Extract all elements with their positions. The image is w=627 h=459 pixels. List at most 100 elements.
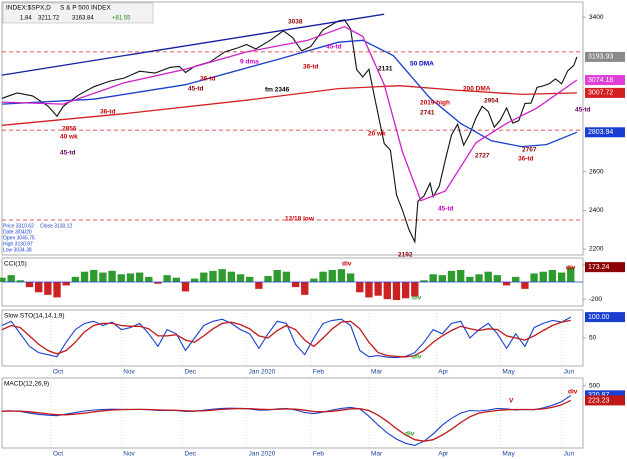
bar xyxy=(255,282,263,289)
series-line xyxy=(1,39,578,148)
annotation: 45-td xyxy=(438,206,454,213)
bar xyxy=(484,271,492,282)
annotation: 2192 xyxy=(398,252,413,259)
bar xyxy=(383,282,391,300)
bar xyxy=(35,282,43,293)
readout: 3211.72 xyxy=(38,16,60,22)
annotation: 36-td xyxy=(303,64,319,71)
annotation: div xyxy=(405,431,415,438)
bar xyxy=(328,270,336,282)
annotation: div xyxy=(342,261,352,268)
annotation: 50 DMA xyxy=(410,61,434,68)
bar xyxy=(200,272,208,282)
last-value-box xyxy=(585,262,625,273)
annotation: 200 DMA xyxy=(463,86,491,93)
x-tick-label: Nov xyxy=(123,451,135,458)
y-tick-label: 2400 xyxy=(589,207,604,214)
x-tick-label: Jan 2020 xyxy=(249,369,276,376)
bar xyxy=(374,282,382,296)
bar xyxy=(447,270,456,282)
last-value-box xyxy=(585,51,625,62)
bar xyxy=(457,270,465,282)
bar xyxy=(227,271,236,282)
x-tick-label: Feb xyxy=(313,369,325,376)
bar xyxy=(420,280,428,282)
bar xyxy=(346,273,355,282)
bar xyxy=(282,271,291,282)
bar xyxy=(356,282,364,293)
annotation: 36-td xyxy=(100,109,116,116)
bar xyxy=(80,271,89,282)
annotation: 36-td xyxy=(200,76,216,83)
bar xyxy=(163,275,171,282)
last-value-box xyxy=(585,395,625,406)
annotation: V xyxy=(509,398,514,405)
x-tick-label: Jan 2020 xyxy=(249,451,276,458)
series-line xyxy=(1,319,571,358)
bar xyxy=(401,282,410,299)
bar xyxy=(99,272,107,282)
bar xyxy=(365,282,373,298)
bar xyxy=(154,282,162,284)
bar xyxy=(429,274,437,282)
annotation: 20 wk xyxy=(368,131,386,138)
x-tick-label: Oct xyxy=(53,369,63,376)
x-tick-label: May xyxy=(502,451,515,458)
annotation: 2767 xyxy=(522,147,537,154)
last-value-label: 223.23 xyxy=(588,397,610,404)
header-box xyxy=(2,2,154,24)
panel-frame xyxy=(1,1,584,256)
y-tick-label: 500 xyxy=(589,383,600,390)
x-tick-label: Dec xyxy=(184,369,196,376)
bar xyxy=(548,270,557,282)
info-line: Price 3310.62 xyxy=(3,223,34,229)
bar xyxy=(126,273,135,282)
x-tick-label: Oct xyxy=(53,451,63,458)
bar xyxy=(0,277,6,282)
readout: 1.84 xyxy=(20,16,32,22)
annotation: fm 2346 xyxy=(265,87,290,94)
info-line: Low 3034.38 xyxy=(3,247,32,253)
annotation: 2741 xyxy=(420,110,435,117)
annotation: div xyxy=(412,295,422,302)
bar xyxy=(44,282,52,295)
bar xyxy=(16,280,25,282)
bar xyxy=(246,276,254,282)
symbol: INDEX:$SPX,D xyxy=(6,5,51,12)
annotation: 45-td xyxy=(326,44,342,51)
last-value-box xyxy=(585,390,625,401)
bar xyxy=(117,274,125,282)
x-tick-label: Feb xyxy=(313,451,325,458)
annotation: 45-td xyxy=(60,150,76,157)
annotation: div xyxy=(566,265,576,272)
bar xyxy=(172,277,180,282)
x-tick-label: Nov xyxy=(123,369,135,376)
bar xyxy=(301,282,309,295)
bar xyxy=(567,267,575,282)
x-tick-label: Jun xyxy=(564,369,575,376)
bar xyxy=(264,276,272,282)
bar xyxy=(273,270,281,282)
annotation: 12/18 low xyxy=(285,216,315,223)
bar xyxy=(512,276,520,282)
bar xyxy=(539,271,547,282)
instrument-name: S & P 500 INDEX xyxy=(60,5,111,12)
annotation: div xyxy=(568,389,578,396)
bar xyxy=(493,275,502,282)
series-line xyxy=(1,25,578,202)
last-value-label: 2803.94 xyxy=(588,129,613,136)
x-tick-label: Dec xyxy=(184,451,196,458)
y-tick-label: 2600 xyxy=(589,168,604,175)
series-line xyxy=(1,316,572,359)
bar xyxy=(530,273,538,282)
bar xyxy=(135,272,144,282)
bar xyxy=(392,282,401,300)
bar xyxy=(521,282,529,289)
bar xyxy=(90,270,98,282)
bar xyxy=(411,282,419,297)
y-tick-label: 3400 xyxy=(589,14,604,21)
panel-label: MACD(12,26,9) xyxy=(4,381,49,388)
annotation: 40 wk xyxy=(60,134,78,141)
bar xyxy=(218,269,226,282)
